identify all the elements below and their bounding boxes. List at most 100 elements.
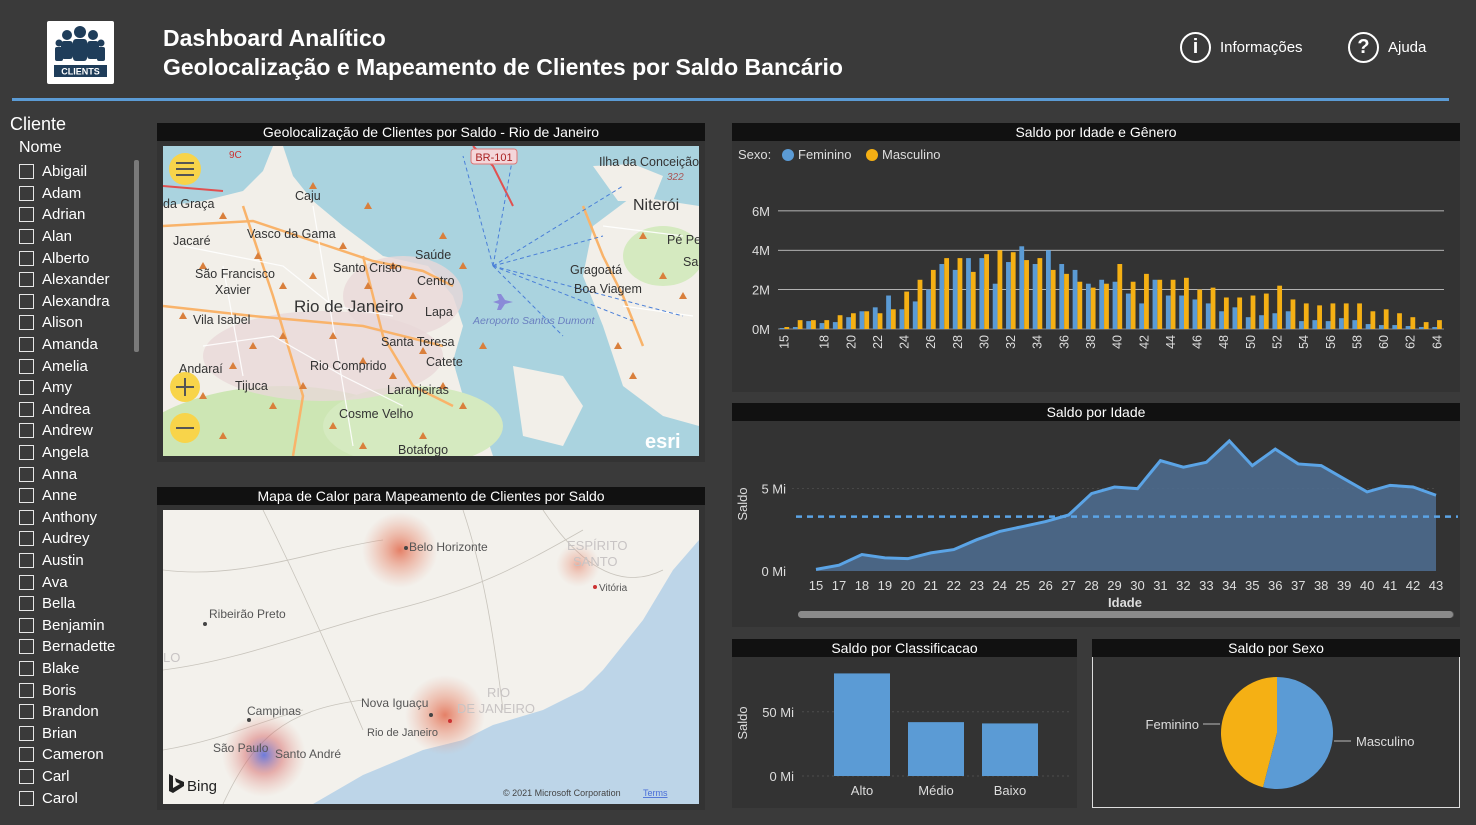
bar-masculino[interactable]	[1183, 277, 1189, 329]
bar-masculino[interactable]	[1010, 252, 1016, 329]
slicer-item[interactable]: Abigail	[19, 161, 131, 183]
bar-masculino[interactable]	[890, 309, 896, 329]
map-menu-button[interactable]	[169, 153, 201, 185]
map-terms-link[interactable]: Terms	[643, 788, 668, 798]
checkbox[interactable]	[19, 272, 34, 288]
checkbox[interactable]	[19, 574, 34, 590]
checkbox[interactable]	[19, 531, 34, 547]
client-marker[interactable]	[419, 432, 427, 439]
bar-feminino[interactable]	[966, 258, 971, 329]
slicer-item[interactable]: Alexander	[19, 269, 131, 291]
client-marker[interactable]	[679, 292, 687, 299]
bar-feminino[interactable]	[912, 301, 918, 329]
help-button[interactable]: ? Ajuda	[1348, 32, 1426, 63]
checkbox[interactable]	[19, 164, 34, 180]
bar-feminino[interactable]	[1339, 318, 1344, 329]
client-marker[interactable]	[439, 382, 447, 389]
bar-feminino[interactable]	[1259, 315, 1264, 329]
bar-masculino[interactable]	[930, 269, 936, 329]
bar-feminino[interactable]	[1232, 307, 1238, 329]
client-marker[interactable]	[249, 342, 257, 349]
heatmap-map[interactable]: Belo Horizonte ESPÍRITO SANTO Vitória Ri…	[163, 510, 699, 804]
client-marker[interactable]	[229, 362, 237, 369]
bar-feminino[interactable]	[1299, 321, 1304, 329]
bar-masculino[interactable]	[1064, 273, 1069, 329]
bar-masculino[interactable]	[1104, 283, 1109, 329]
slicer-item[interactable]: Carl	[19, 766, 131, 788]
chart2-scroll-thumb[interactable]	[798, 611, 1453, 618]
bar-feminino[interactable]	[952, 269, 958, 329]
client-marker[interactable]	[364, 202, 372, 209]
slicer-item[interactable]: Carol	[19, 787, 131, 809]
bar-masculino[interactable]	[1277, 285, 1283, 329]
checkbox[interactable]	[19, 337, 34, 353]
bar-feminino[interactable]	[926, 289, 931, 329]
bar-masculino[interactable]	[850, 313, 856, 329]
bar-masculino[interactable]	[1024, 260, 1029, 329]
slicer-item[interactable]: Brian	[19, 722, 131, 744]
bar-feminino[interactable]	[1378, 325, 1384, 329]
bar-feminino[interactable]	[1192, 299, 1198, 329]
bar-feminino[interactable]	[1285, 311, 1291, 329]
client-marker[interactable]	[199, 262, 207, 269]
bar-feminino[interactable]	[1019, 246, 1025, 329]
client-marker[interactable]	[329, 332, 337, 339]
client-marker[interactable]	[339, 242, 347, 249]
slicer-item[interactable]: Alan	[19, 226, 131, 248]
client-marker[interactable]	[479, 342, 487, 349]
client-marker[interactable]	[179, 312, 187, 319]
checkbox[interactable]	[19, 207, 34, 223]
client-marker[interactable]	[219, 212, 227, 219]
bar-masculino[interactable]	[1037, 258, 1043, 329]
bar-feminino[interactable]	[1059, 264, 1065, 329]
slicer-item[interactable]: Alison	[19, 312, 131, 334]
bar-masculino[interactable]	[1144, 273, 1149, 329]
slicer-item[interactable]: Cameron	[19, 744, 131, 766]
bar-feminino[interactable]	[979, 258, 985, 329]
bar-feminino[interactable]	[806, 321, 812, 329]
bar-masculino[interactable]	[1317, 305, 1322, 329]
bar-masculino[interactable]	[1357, 303, 1362, 329]
slicer-item[interactable]: Angela	[19, 442, 131, 464]
slicer-item[interactable]: Bernadette	[19, 636, 131, 658]
slicer-item[interactable]: Amanda	[19, 334, 131, 356]
pie-slice-masculino[interactable]	[1263, 677, 1333, 789]
client-marker[interactable]	[359, 357, 367, 364]
client-marker[interactable]	[279, 282, 287, 289]
checkbox[interactable]	[19, 639, 34, 655]
bar-masculino[interactable]	[970, 271, 976, 329]
bar-masculino[interactable]	[944, 258, 950, 329]
bar-feminino[interactable]	[1245, 317, 1251, 329]
client-marker[interactable]	[329, 422, 337, 429]
checkbox[interactable]	[19, 725, 34, 741]
bar-masculino[interactable]	[904, 291, 910, 329]
bar-alto[interactable]	[834, 673, 890, 776]
checkbox[interactable]	[19, 250, 34, 266]
bar-masculino[interactable]	[1197, 289, 1203, 329]
checkbox[interactable]	[19, 380, 34, 396]
client-marker[interactable]	[639, 232, 647, 239]
client-marker[interactable]	[359, 442, 367, 449]
bar-feminino[interactable]	[792, 327, 798, 329]
bar-masculino[interactable]	[1210, 287, 1216, 329]
bar-masculino[interactable]	[1437, 320, 1442, 329]
bar-masculino[interactable]	[1077, 281, 1083, 329]
client-marker[interactable]	[629, 372, 637, 379]
bar-masculino[interactable]	[997, 250, 1003, 329]
checkbox[interactable]	[19, 552, 34, 568]
bar-masculino[interactable]	[1290, 299, 1296, 329]
slicer-item[interactable]: Alberto	[19, 247, 131, 269]
bar-masculino[interactable]	[917, 279, 923, 329]
bar-feminino[interactable]	[1006, 262, 1011, 329]
client-marker[interactable]	[279, 332, 287, 339]
bar-feminino[interactable]	[1392, 325, 1398, 329]
bar-feminino[interactable]	[872, 307, 878, 329]
bar-feminino[interactable]	[1152, 279, 1158, 329]
bar-masculino[interactable]	[784, 327, 790, 329]
bar-feminino[interactable]	[1045, 250, 1051, 329]
slicer-item[interactable]: Anne	[19, 485, 131, 507]
bar-masculino[interactable]	[1263, 293, 1269, 329]
bar-masculino[interactable]	[1117, 264, 1123, 329]
zoom-in-button[interactable]	[170, 372, 200, 402]
bar-feminino[interactable]	[1312, 320, 1318, 329]
